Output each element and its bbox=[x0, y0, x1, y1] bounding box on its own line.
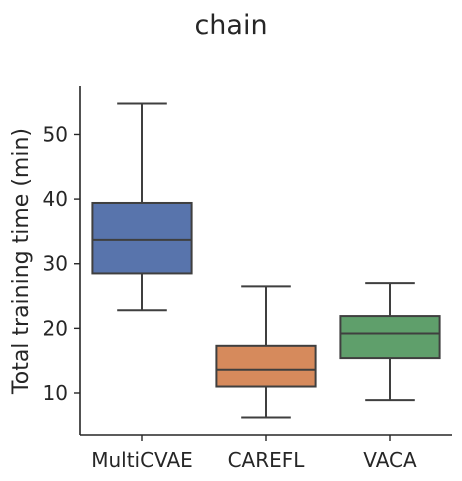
box-multicvae bbox=[91, 201, 193, 275]
x-tick-label: VACA bbox=[363, 448, 417, 472]
chart-title: chain bbox=[194, 10, 267, 41]
y-axis-label: Total training time (min) bbox=[9, 128, 34, 395]
y-tick-label: 10 bbox=[43, 381, 68, 405]
y-tick-label: 20 bbox=[43, 316, 68, 340]
x-tick-label: CAREFL bbox=[228, 448, 306, 472]
box-vaca bbox=[339, 315, 441, 360]
y-tick-label: 40 bbox=[43, 187, 68, 211]
y-tick-label: 30 bbox=[43, 252, 68, 276]
x-tick-label: MultiCVAE bbox=[91, 448, 193, 472]
plot-area: 10 20 30 40 50 MultiCVAE CAREFL VACA bbox=[43, 102, 441, 472]
y-tick-label: 50 bbox=[43, 122, 68, 146]
box-carefl bbox=[215, 344, 317, 388]
